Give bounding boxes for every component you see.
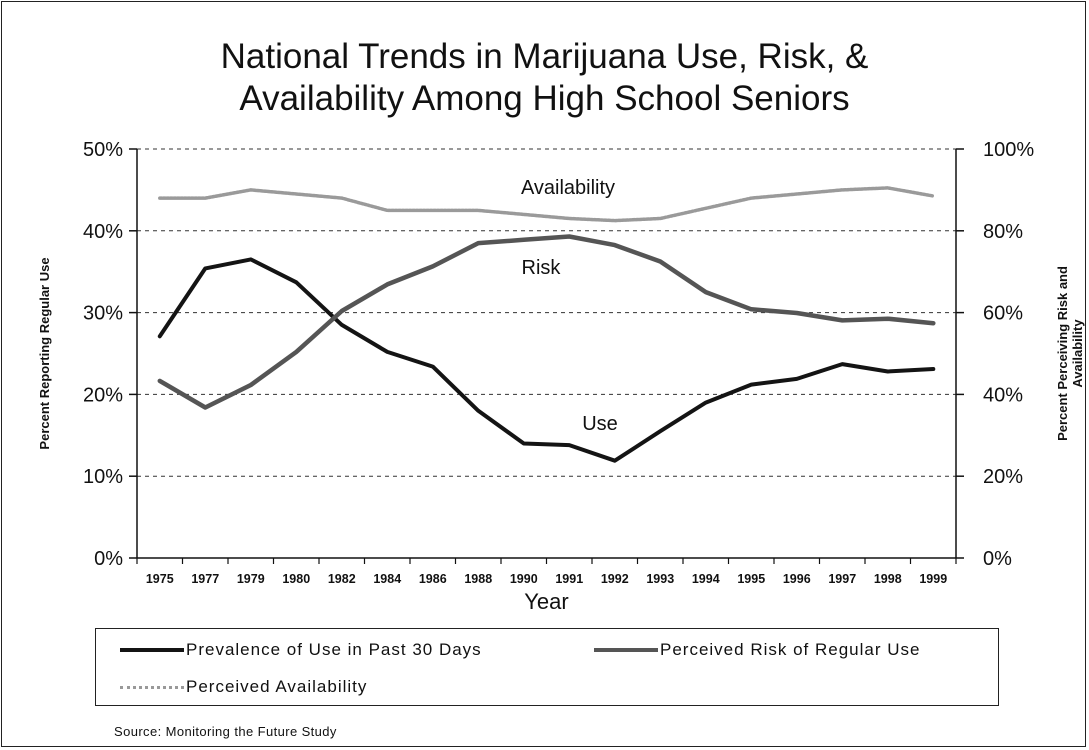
y-right-tick-label: 60% <box>983 303 1023 325</box>
legend-swatch-availability <box>120 685 184 689</box>
y-right-tick-label: 100% <box>983 139 1034 161</box>
annotation-use: Use <box>582 413 618 435</box>
x-axis-title: Year <box>524 589 568 614</box>
legend-item-risk: Perceived Risk of Regular Use <box>594 639 920 661</box>
x-tick-label: 1996 <box>783 572 811 586</box>
y-axis-title-right-line-1: Percent Perceiving Risk and <box>1055 266 1070 441</box>
x-tick-label: 1975 <box>146 572 174 586</box>
chart-title-line-2: Availability Among High School Seniors <box>239 79 850 118</box>
x-tick-label: 1995 <box>737 572 765 586</box>
y-right-tick-label: 40% <box>983 384 1023 406</box>
chart-title-line-1: National Trends in Marijuana Use, Risk, … <box>220 37 869 76</box>
y-left-tick-label: 50% <box>83 139 123 161</box>
x-tick-label: 1979 <box>237 572 265 586</box>
series-line-use <box>157 257 936 463</box>
x-tick-label: 1993 <box>646 572 674 586</box>
x-tick-label: 1998 <box>874 572 902 586</box>
annotation-availability: Availability <box>521 177 615 199</box>
legend-swatch-risk <box>594 648 658 652</box>
x-tick-label: 1992 <box>601 572 629 586</box>
y-right-tick-label: 80% <box>983 221 1023 243</box>
x-tick-label: 1980 <box>282 572 310 586</box>
legend: Prevalence of Use in Past 30 Days Percei… <box>95 628 999 706</box>
x-tick-label: 1982 <box>328 572 356 586</box>
y-right-tick-label: 0% <box>983 548 1012 570</box>
legend-item-availability: Perceived Availability <box>120 676 367 698</box>
x-tick-label: 1999 <box>919 572 947 586</box>
source-note: Source: Monitoring the Future Study <box>114 724 337 739</box>
annotation-risk: Risk <box>522 257 562 279</box>
x-tick-label: 1994 <box>692 572 720 586</box>
x-tick-label: 1997 <box>828 572 856 586</box>
y-right-tick-label: 20% <box>983 466 1023 488</box>
y-axis-title-left: Percent Reporting Regular Use <box>37 257 52 449</box>
legend-label-availability: Perceived Availability <box>186 677 368 696</box>
x-tick-label: 1986 <box>419 572 447 586</box>
series-line-risk <box>157 234 936 410</box>
legend-label-use: Prevalence of Use in Past 30 Days <box>186 640 482 659</box>
y-axis-title-right-line-2: Availability <box>1070 319 1085 388</box>
x-tick-label: 1990 <box>510 572 538 586</box>
series-line-availability <box>158 186 936 223</box>
y-left-tick-label: 0% <box>94 548 123 570</box>
x-tick-label: 1988 <box>464 572 492 586</box>
y-left-tick-label: 10% <box>83 466 123 488</box>
legend-label-risk: Perceived Risk of Regular Use <box>660 640 921 659</box>
legend-swatch-use <box>120 648 184 652</box>
y-left-tick-label: 40% <box>83 221 123 243</box>
legend-item-use: Prevalence of Use in Past 30 Days <box>120 639 482 661</box>
x-tick-label: 1991 <box>555 572 583 586</box>
x-tick-label: 1984 <box>373 572 401 586</box>
y-left-tick-label: 30% <box>83 303 123 325</box>
x-tick-label: 1977 <box>191 572 219 586</box>
y-left-tick-label: 20% <box>83 384 123 406</box>
